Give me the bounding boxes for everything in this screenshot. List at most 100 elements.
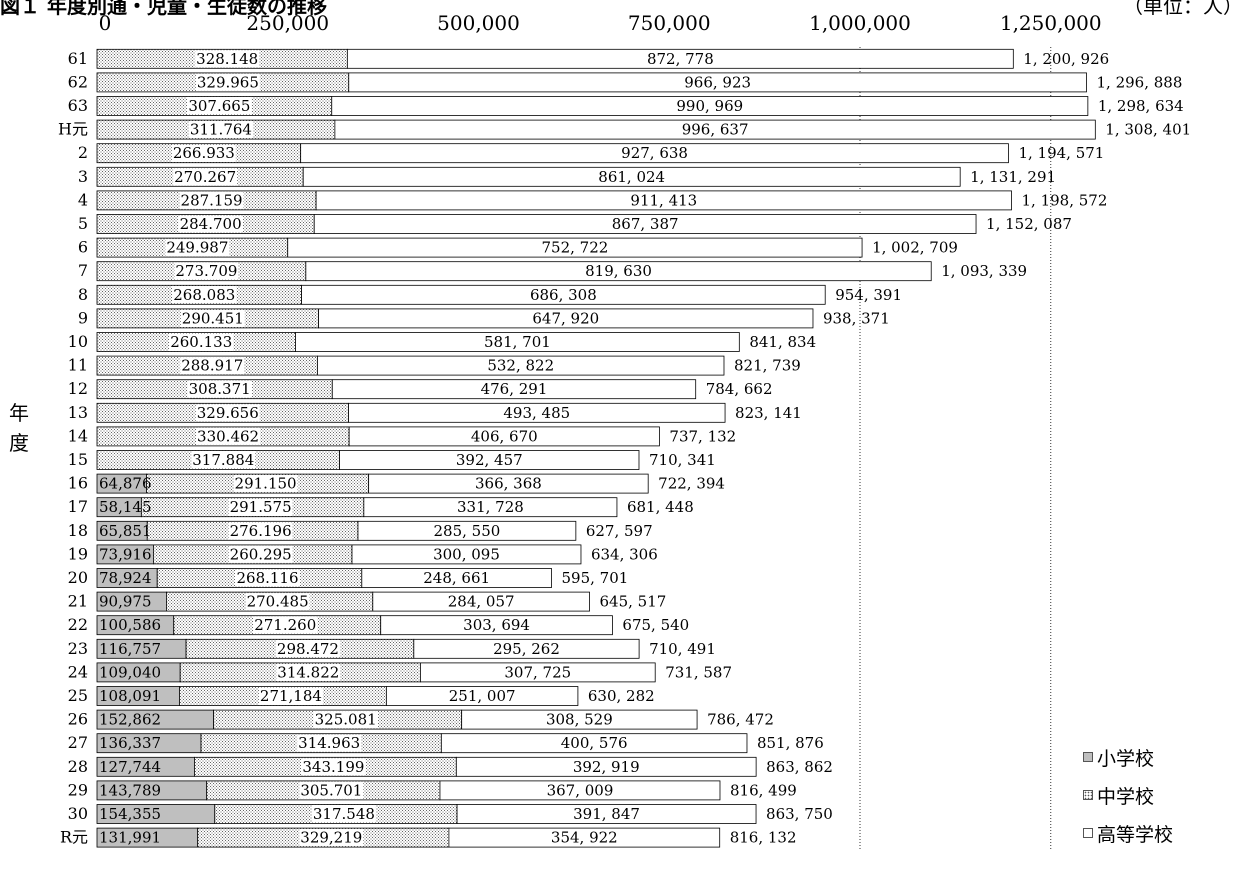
label-total: 634, 306 bbox=[591, 545, 658, 563]
label-total: 1, 093, 339 bbox=[941, 262, 1027, 280]
label-junior-high: 288.917 bbox=[181, 357, 243, 375]
label-high-school: 867, 387 bbox=[612, 215, 679, 233]
x-axis-tick-labels: 0 250,000 500,000 750,000 1,000,000 1,250,000 bbox=[99, 11, 1102, 35]
label-junior-high-bg bbox=[301, 758, 366, 776]
legend-swatch-high-school bbox=[1083, 828, 1093, 838]
label-junior-high-bg bbox=[233, 475, 298, 493]
label-elementary: 65,851 bbox=[99, 522, 152, 540]
label-total: 823, 141 bbox=[735, 404, 802, 422]
bar-high-school bbox=[461, 709, 698, 730]
label-junior-high-bg bbox=[169, 333, 234, 351]
label-junior-high: 290.451 bbox=[182, 309, 244, 327]
y-tick-label: 22 bbox=[68, 615, 88, 634]
label-junior-high-bg bbox=[196, 427, 261, 445]
label-total: 1, 194, 571 bbox=[1018, 144, 1104, 162]
label-junior-high-bg bbox=[180, 357, 245, 375]
label-elementary: 127,744 bbox=[99, 758, 161, 776]
legend-item-junior-high: 中学校 bbox=[1083, 776, 1173, 814]
label-total: 816, 132 bbox=[730, 829, 797, 847]
label-junior-high: 273.709 bbox=[175, 262, 237, 280]
y-tick-label: 61 bbox=[68, 49, 88, 68]
bar-high-school bbox=[287, 237, 863, 258]
label-junior-high-bg bbox=[313, 711, 378, 729]
label-high-school: 647, 920 bbox=[532, 309, 599, 327]
bar-high-school bbox=[331, 379, 697, 400]
y-tick-label: 28 bbox=[68, 757, 88, 776]
label-high-school: 331, 728 bbox=[457, 498, 524, 516]
bar-high-school bbox=[334, 119, 1096, 140]
label-junior-high-bg bbox=[228, 522, 293, 540]
y-tick-label: 16 bbox=[68, 474, 88, 493]
y-tick-label: 30 bbox=[68, 804, 88, 823]
label-total: 816, 499 bbox=[730, 781, 797, 799]
y-tick-label: 5 bbox=[78, 214, 88, 233]
y-tick-label: R元 bbox=[60, 828, 88, 847]
label-junior-high-bg bbox=[174, 262, 239, 280]
label-junior-high-bg bbox=[191, 451, 256, 469]
label-elementary: 108,091 bbox=[99, 687, 161, 705]
bar-high-school bbox=[385, 686, 579, 706]
label-total: 851, 876 bbox=[757, 734, 824, 752]
bar-high-school bbox=[357, 520, 577, 541]
bar-high-school bbox=[439, 780, 721, 801]
x-tick-label: 1,000,000 bbox=[809, 11, 911, 35]
label-high-school: 406, 670 bbox=[471, 427, 538, 445]
bar-high-school bbox=[380, 615, 613, 636]
label-junior-high-bg bbox=[180, 309, 245, 327]
bar-high-school bbox=[455, 756, 757, 777]
label-high-school: 354, 922 bbox=[551, 829, 618, 847]
label-total: 645, 517 bbox=[600, 593, 667, 611]
bar-high-school bbox=[302, 166, 961, 187]
y-tick-label: 63 bbox=[68, 96, 88, 115]
legend-label-high-school: 高等学校 bbox=[1097, 823, 1174, 846]
bar-high-school bbox=[372, 591, 590, 612]
label-junior-high: 329,219 bbox=[300, 829, 362, 847]
label-junior-high: 291.575 bbox=[230, 498, 292, 516]
label-total: 863, 862 bbox=[766, 758, 833, 776]
bar-high-school bbox=[456, 804, 757, 824]
label-total: 1, 298, 634 bbox=[1098, 97, 1184, 115]
label-junior-high: 271,184 bbox=[260, 687, 322, 705]
label-junior-high: 314.822 bbox=[277, 663, 339, 681]
y-tick-label: 26 bbox=[68, 710, 88, 729]
label-high-school: 686, 308 bbox=[530, 286, 597, 304]
label-high-school: 367, 009 bbox=[547, 781, 614, 799]
label-high-school: 911, 413 bbox=[630, 191, 697, 209]
y-tick-label: 19 bbox=[68, 544, 88, 563]
label-total: 681, 448 bbox=[627, 498, 694, 516]
label-total: 1, 152, 087 bbox=[986, 215, 1072, 233]
label-junior-high: 266.933 bbox=[173, 144, 235, 162]
label-high-school: 284, 057 bbox=[448, 593, 515, 611]
label-total: 1, 296, 888 bbox=[1097, 73, 1183, 91]
label-total: 737, 132 bbox=[669, 427, 736, 445]
bar-high-school bbox=[301, 284, 826, 305]
label-high-school: 303, 694 bbox=[463, 616, 530, 634]
label-elementary: 116,757 bbox=[99, 640, 161, 658]
label-junior-high: 260.133 bbox=[170, 333, 232, 351]
label-total: 722, 394 bbox=[658, 475, 725, 493]
label-junior-high: 330.462 bbox=[197, 427, 259, 445]
bar-high-school bbox=[346, 48, 1014, 69]
y-tick-label: 2 bbox=[78, 143, 88, 162]
label-junior-high: 270.485 bbox=[247, 593, 309, 611]
bar-high-school bbox=[440, 733, 748, 754]
label-total: 731, 587 bbox=[665, 663, 732, 681]
label-elementary: 131,991 bbox=[99, 829, 161, 847]
y-tick-label: 27 bbox=[68, 733, 88, 752]
y-tick-label: 3 bbox=[78, 167, 88, 186]
label-total: 627, 597 bbox=[586, 522, 653, 540]
label-junior-high: 328.148 bbox=[196, 50, 258, 68]
label-high-school: 251, 007 bbox=[449, 687, 516, 705]
bar-high-school bbox=[413, 638, 640, 659]
bar-high-school bbox=[368, 473, 649, 494]
label-junior-high: 307.665 bbox=[188, 97, 250, 115]
label-total: 1, 200, 926 bbox=[1023, 50, 1109, 68]
y-tick-label: 12 bbox=[68, 379, 88, 398]
label-junior-high: 305.701 bbox=[300, 781, 362, 799]
label-high-school: 308, 529 bbox=[546, 711, 613, 729]
label-junior-high: 291.150 bbox=[235, 475, 297, 493]
y-tick-label: 20 bbox=[68, 568, 88, 587]
label-junior-high-bg bbox=[228, 545, 293, 563]
y-tick-label: 14 bbox=[68, 426, 88, 445]
label-junior-high: 268.083 bbox=[173, 286, 235, 304]
